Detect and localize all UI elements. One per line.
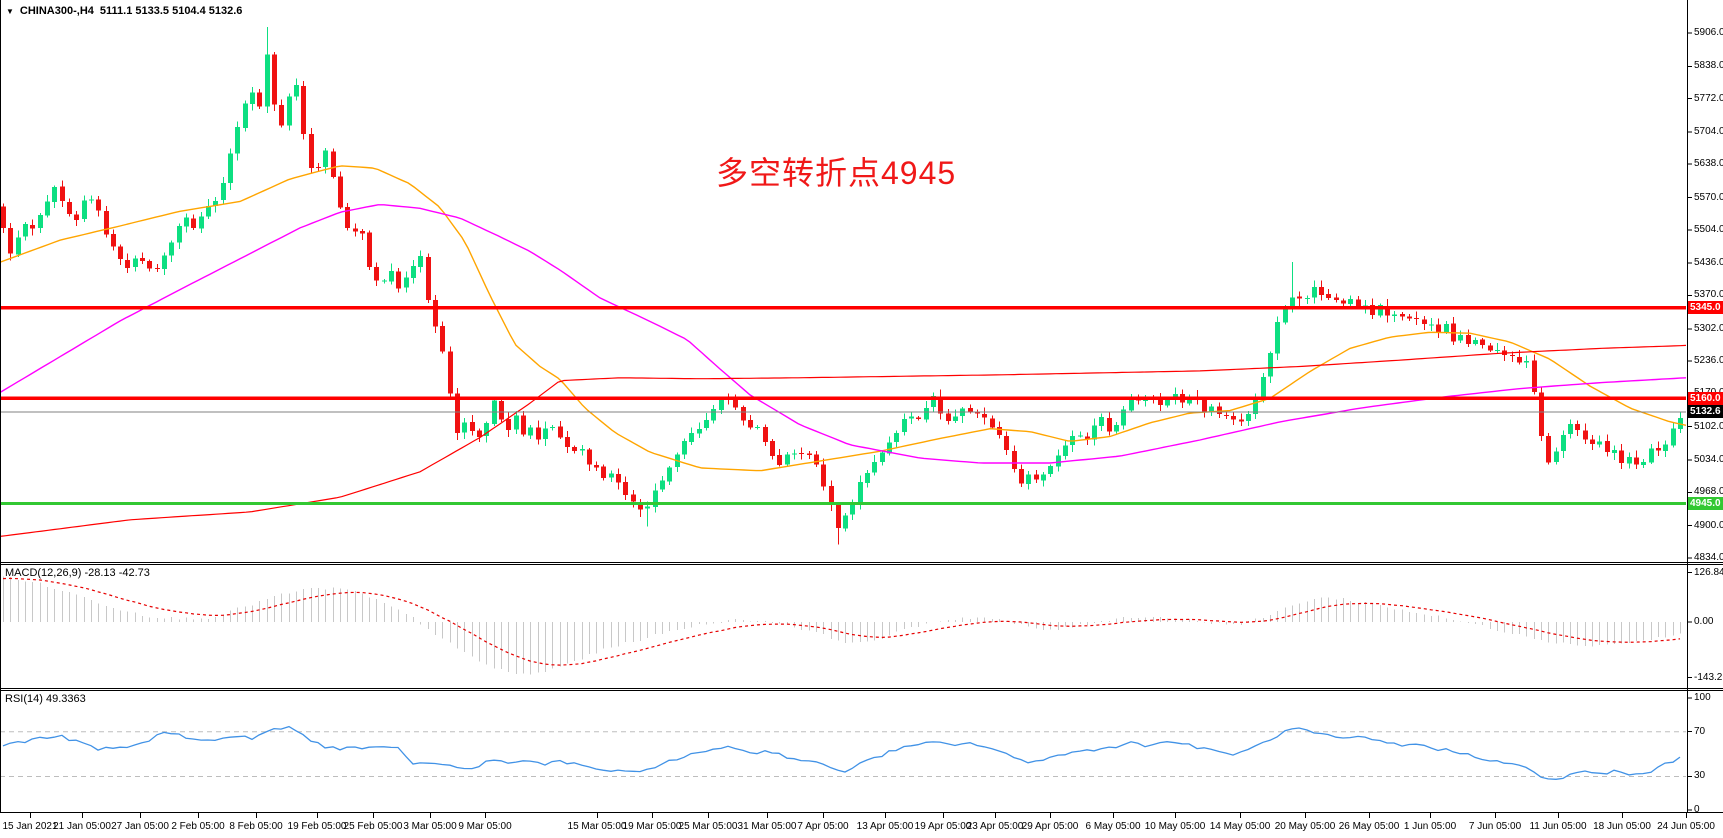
time-tick-label: 1 Jun 05:00 xyxy=(1403,821,1457,832)
time-tick-label: 7 Jun 05:00 xyxy=(1468,821,1522,832)
time-tick-label: 11 Jun 05:00 xyxy=(1529,821,1587,832)
time-tick-label: 20 May 05:00 xyxy=(1274,821,1336,832)
time-tick-label: 19 Mar 05:00 xyxy=(622,821,682,832)
candles-layer xyxy=(1,27,1683,545)
symbol-ohlc-label: ▼ CHINA300-,H4 5111.1 5133.5 5104.4 5132… xyxy=(6,5,242,17)
price-tick-label: 5034.0 xyxy=(1694,454,1723,466)
time-tick-label: 8 Feb 05:00 xyxy=(229,821,283,832)
ma-slow-red xyxy=(0,344,1687,537)
ma-medium-magenta xyxy=(0,204,1687,464)
time-tick-label: 10 May 05:00 xyxy=(1144,821,1206,832)
time-tick-label: 3 Mar 05:00 xyxy=(403,821,457,832)
time-tick-label: 26 May 05:00 xyxy=(1338,821,1400,832)
price-tick-label: 5570.0 xyxy=(1694,191,1723,203)
rsi-tick-label: 70 xyxy=(1694,725,1706,737)
price-tick-label: 5504.0 xyxy=(1694,223,1723,235)
price-tick-label: 4968.0 xyxy=(1694,486,1723,498)
macd-tick-label: 0.00 xyxy=(1694,616,1714,627)
price-tick-label: 4834.0 xyxy=(1694,551,1723,563)
time-tick-label: 18 Jun 05:00 xyxy=(1593,821,1651,832)
time-tick-label: 15 Mar 05:00 xyxy=(567,821,627,832)
rsi-indicator-label: RSI(14) 49.3363 xyxy=(5,693,86,705)
symbol-name: CHINA300-,H4 xyxy=(19,5,94,17)
time-tick-label: 27 Jan 05:00 xyxy=(111,821,169,832)
time-tick-label: 9 Mar 05:00 xyxy=(458,821,512,832)
time-tick-label: 6 May 05:00 xyxy=(1085,821,1141,832)
time-tick-label: 19 Feb 05:00 xyxy=(287,821,347,832)
annotation-text[interactable]: 多空转折点4945 xyxy=(716,155,957,191)
price-tick-label: 5838.0 xyxy=(1694,60,1723,72)
symbol-ohlc-values: 5111.1 5133.5 5104.4 5132.6 xyxy=(99,5,243,17)
time-tick-label: 21 Jan 05:00 xyxy=(53,821,111,832)
time-tick-label: 25 Mar 05:00 xyxy=(678,821,738,832)
price-tick-label: 5906.0 xyxy=(1694,27,1723,38)
price-tick-label: 5436.0 xyxy=(1694,257,1723,269)
time-tick-label: 14 May 05:00 xyxy=(1209,821,1271,832)
price-badge-current-price: 5132.6 xyxy=(1688,405,1723,419)
time-tick-label: 2 Feb 05:00 xyxy=(171,821,225,832)
time-tick-label: 7 Apr 05:00 xyxy=(797,821,849,832)
price-tick-label: 5102.0 xyxy=(1694,420,1723,432)
price-tick-label: 5638.0 xyxy=(1694,158,1723,170)
macd-tick-label: 126.84 xyxy=(1694,566,1723,578)
rsi-line xyxy=(2,725,1681,780)
price-tick-label: 5236.0 xyxy=(1694,355,1723,367)
moving-averages-layer xyxy=(0,165,1687,537)
price-tick-label: 5370.0 xyxy=(1694,289,1723,301)
macd-indicator-label: MACD(12,26,9) -28.13 -42.73 xyxy=(5,567,150,579)
time-tick-label: 29 Apr 05:00 xyxy=(1021,821,1079,832)
rsi-tick-label: 30 xyxy=(1694,770,1706,782)
time-tick-label: 25 Feb 05:00 xyxy=(343,821,403,832)
price-badge-resistance-upper: 5345.0 xyxy=(1688,301,1723,315)
time-tick-label: 15 Jan 2021 xyxy=(2,821,58,832)
price-tick-label: 5302.0 xyxy=(1694,322,1723,334)
macd-signal-line xyxy=(2,577,1681,666)
frame-layer xyxy=(0,0,1723,818)
rsi-tick-label: 0 xyxy=(1694,804,1700,815)
price-tick-label: 5772.0 xyxy=(1694,92,1723,104)
price-tick-label: 5704.0 xyxy=(1694,125,1723,137)
macd-tick-label: -143.2 xyxy=(1694,671,1723,683)
symbol-dropdown-icon[interactable]: ▼ xyxy=(6,6,14,16)
time-tick-label: 23 Apr 05:00 xyxy=(966,821,1024,832)
rsi-layer xyxy=(0,725,1686,780)
ma-fast-orange xyxy=(0,165,1687,472)
time-tick-label: 19 Apr 05:00 xyxy=(914,821,972,832)
rsi-tick-label: 100 xyxy=(1694,692,1711,704)
price-badge-support: 4945.0 xyxy=(1688,497,1723,511)
hlines-layer xyxy=(0,305,1686,506)
time-tick-label: 24 Jun 05:00 xyxy=(1657,821,1715,832)
macd-layer xyxy=(2,576,1681,675)
price-badge-resistance-lower: 5160.0 xyxy=(1688,391,1723,405)
time-tick-label: 31 Mar 05:00 xyxy=(737,821,797,832)
price-tick-label: 4900.0 xyxy=(1694,519,1723,531)
time-tick-label: 13 Apr 05:00 xyxy=(856,821,914,832)
